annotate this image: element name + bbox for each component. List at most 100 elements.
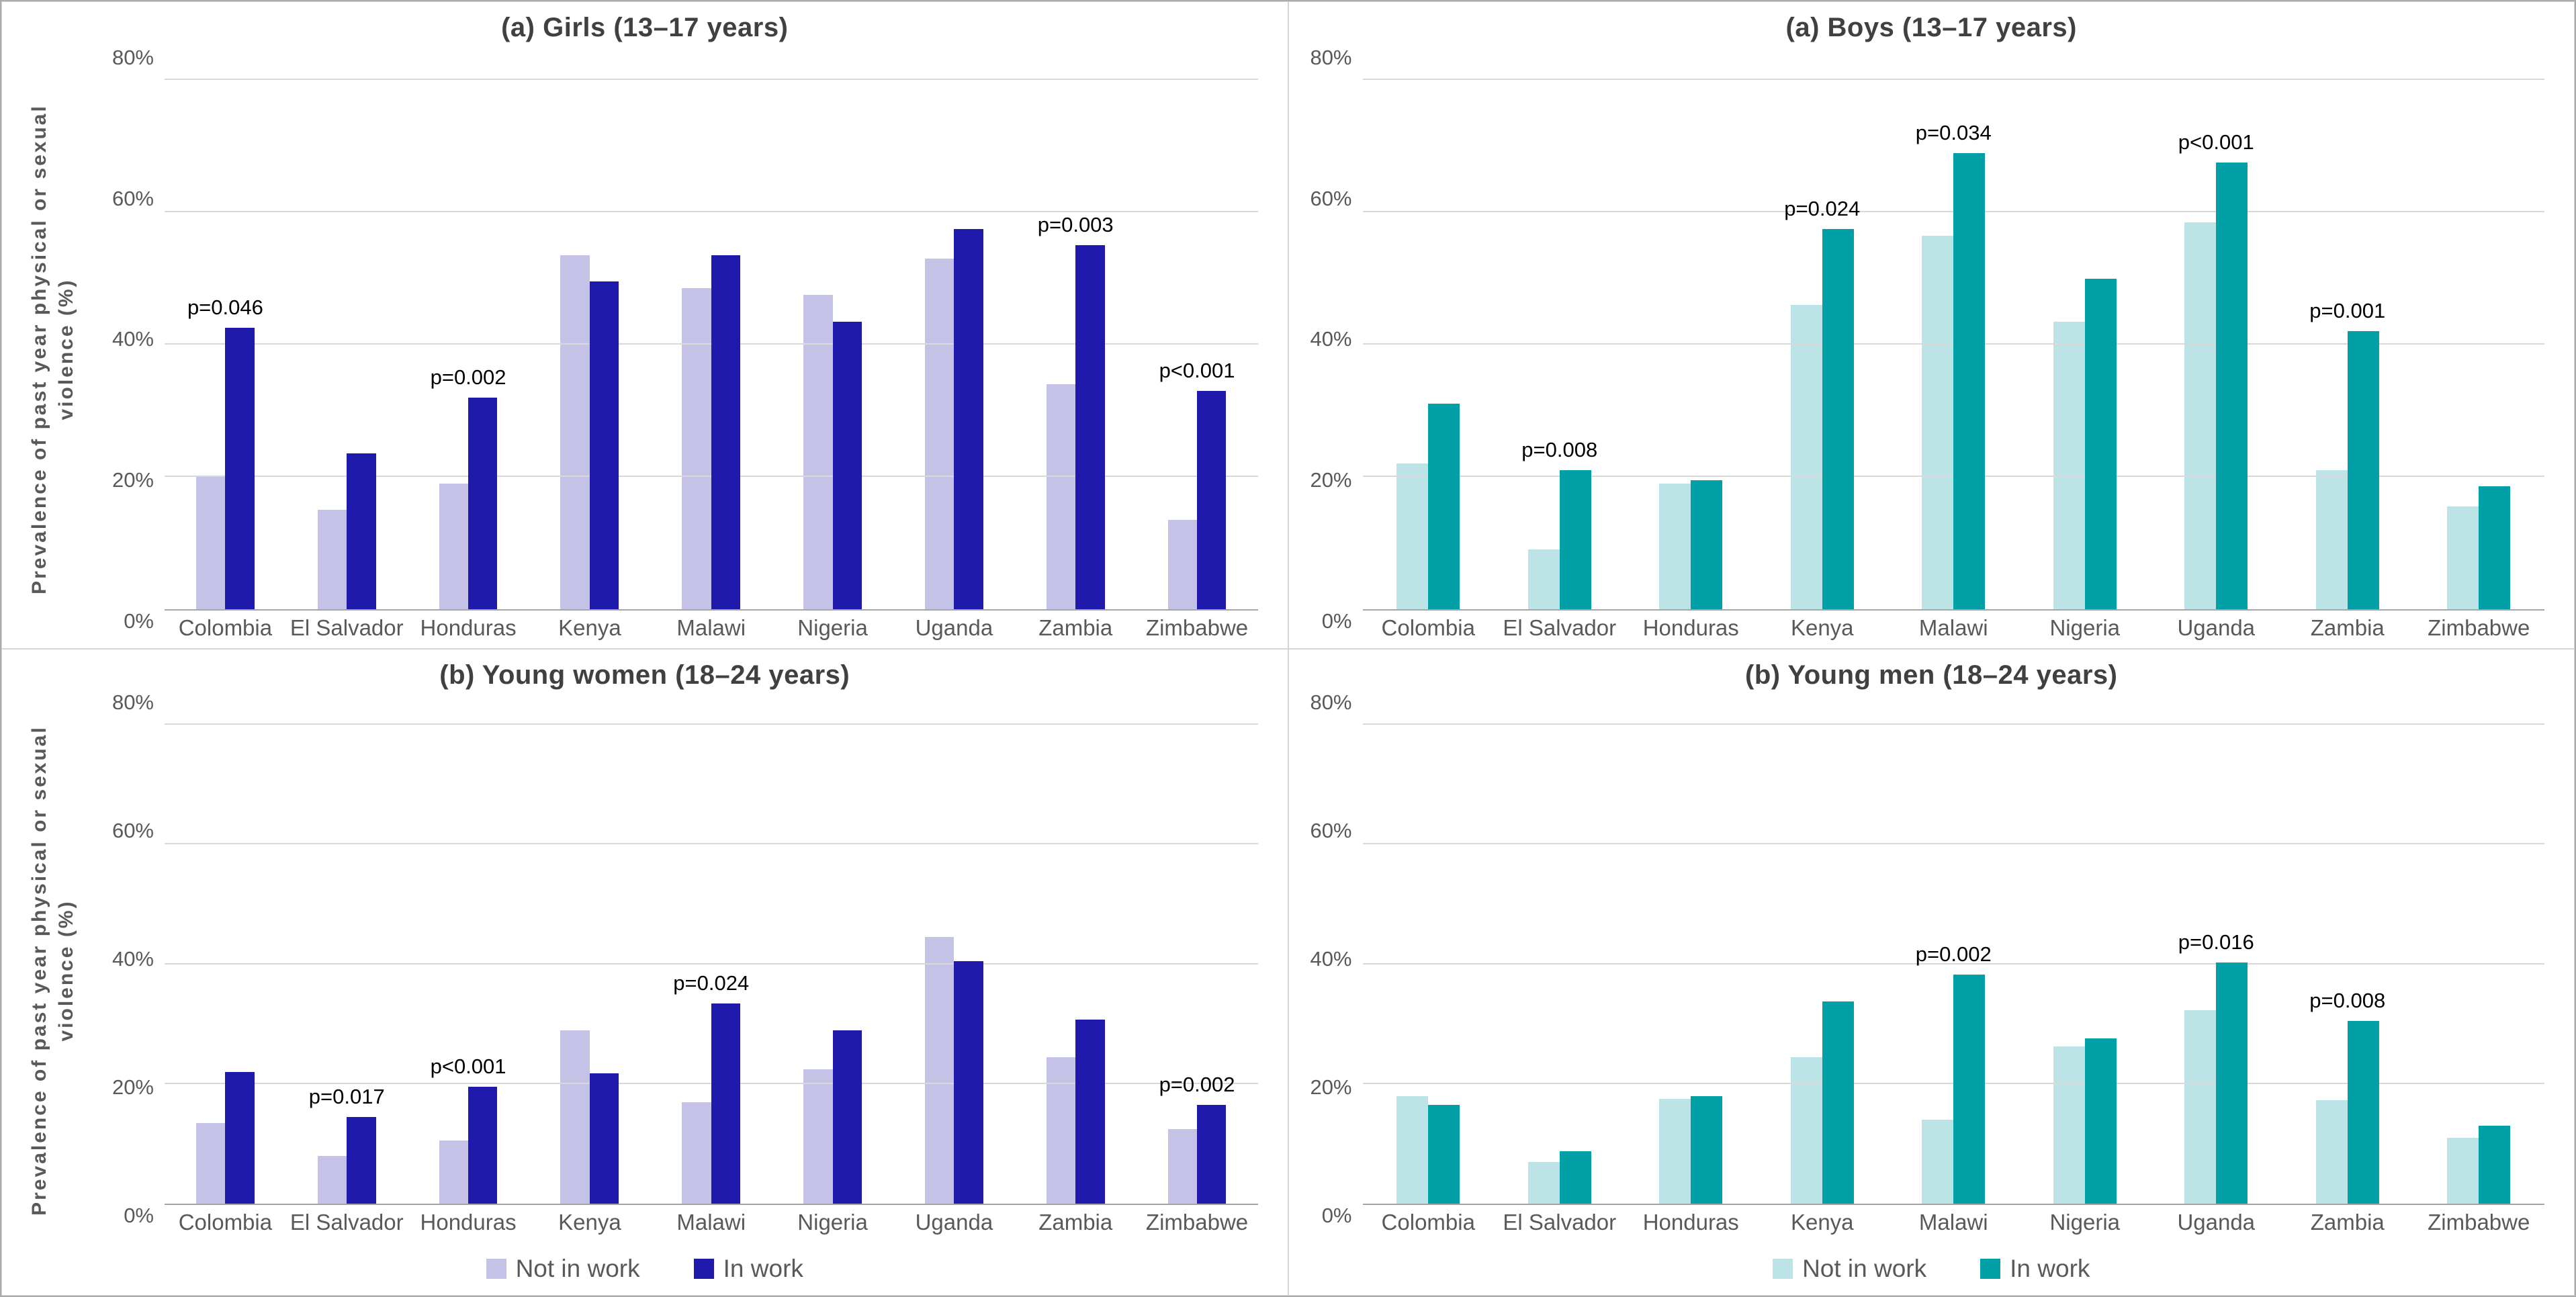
bar-not-in-work (1922, 235, 1954, 609)
x-label-colombia: Colombia (1381, 1210, 1475, 1235)
bar-in-work (711, 1003, 741, 1204)
bar-group-el-salvador: p=0.008 (1494, 54, 1626, 609)
bar-group-nigeria (2019, 701, 2151, 1204)
bar-group-zambia: p=0.001 (2282, 54, 2413, 609)
bar-in-work (1197, 1104, 1227, 1204)
bar-not-in-work (2447, 506, 2479, 609)
legend-in-work-label: In work (723, 1255, 803, 1282)
p-value-label: p<0.001 (2178, 130, 2254, 154)
bar-in-work (1822, 228, 1854, 609)
y-tick-60: 60% (1310, 818, 1352, 842)
bar-group-uganda (893, 701, 1015, 1204)
chart-body: 0% 20% 40% 60% 80% p=0.002 p=0.016 p=0.008 Col… (1289, 690, 2575, 1243)
y-tick-60: 60% (112, 186, 154, 210)
plot-column: p=0.017 p<0.001 p=0.024 p=0.002 Colombia El … (165, 701, 1258, 1241)
x-label-zambia: Zambia (2310, 615, 2385, 640)
bar-groups: p=0.008 p=0.024 p=0.034 p<0.001 p=0.001 (1363, 54, 2545, 609)
chart-body: 0% 20% 40% 60% 80% p=0.008 p=0.024 p=0.034 p<0.… (1289, 46, 2575, 648)
y-axis-title-line2: violence (%) (55, 899, 77, 1042)
gridline-60 (1362, 843, 2544, 845)
p-value-label: p=0.002 (1159, 1072, 1235, 1096)
chart-body: Prevalence of past year physical or sexu… (2, 46, 1288, 648)
x-label-el-salvador: El Salvador (1503, 615, 1617, 640)
plot-column: p=0.046 p=0.002 p=0.003 p<0.001 Colombia El … (165, 54, 1258, 645)
bar-in-work (347, 1116, 376, 1204)
chart-body: Prevalence of past year physical or sexu… (2, 691, 1288, 1243)
bar-in-work (1559, 1151, 1591, 1204)
bar-not-in-work (317, 1155, 347, 1204)
bar-in-work (1822, 1001, 1854, 1204)
x-label-kenya: Kenya (558, 1210, 621, 1235)
y-tick-20: 20% (1310, 467, 1352, 492)
bar-not-in-work (1790, 304, 1822, 609)
x-label-colombia: Colombia (178, 1210, 273, 1235)
x-label-malawi: Malawi (1918, 1210, 1988, 1235)
y-axis-title-line2: violence (%) (55, 278, 77, 420)
bar-group-zambia: p=0.008 (2282, 701, 2413, 1204)
y-axis-title-line1: Prevalence of past year physical or sexu… (28, 725, 50, 1216)
bar-group-zimbabwe (2413, 54, 2545, 609)
x-label-honduras: Honduras (1642, 615, 1739, 640)
bar-not-in-work (317, 509, 347, 609)
x-label-colombia: Colombia (1381, 615, 1475, 640)
legend: Not in work In work (1289, 1243, 2575, 1295)
x-label-kenya: Kenya (1790, 615, 1854, 640)
legend-in-work-swatch-icon (1980, 1259, 2001, 1279)
bar-in-work (1691, 480, 1723, 609)
bar-in-work (832, 321, 862, 609)
bar-not-in-work (560, 255, 590, 609)
x-label-uganda: Uganda (915, 615, 993, 640)
bar-in-work (2216, 962, 2248, 1204)
bar-in-work (832, 1030, 862, 1204)
bar-not-in-work (2184, 1010, 2217, 1204)
bar-in-work (2479, 1126, 2511, 1204)
bar-group-zimbabwe (2413, 701, 2545, 1204)
y-axis-ticks: 0% 20% 40% 60% 80% (97, 46, 165, 645)
bar-in-work (347, 453, 376, 609)
bar-in-work (711, 255, 741, 609)
x-label-honduras: Honduras (1642, 1210, 1739, 1235)
x-label-uganda: Uganda (2177, 615, 2256, 640)
y-tick-0: 0% (1321, 1204, 1352, 1227)
x-label-nigeria: Nigeria (2049, 615, 2121, 640)
legend-in-work-swatch-icon (693, 1259, 714, 1279)
bar-group-el-salvador (286, 54, 408, 609)
bar-not-in-work (196, 476, 226, 609)
bar-not-in-work (2315, 1100, 2348, 1204)
bar-not-in-work (1527, 549, 1560, 609)
x-label-zambia: Zambia (1038, 1210, 1113, 1235)
y-tick-40: 40% (1310, 327, 1352, 351)
gridline-40 (165, 963, 1258, 965)
x-label-zimbabwe: Zimbabwe (1145, 615, 1249, 640)
plot-column: p=0.002 p=0.016 p=0.008 Colombia El Salvado… (1362, 701, 2545, 1241)
x-label-zambia: Zambia (2310, 1210, 2385, 1235)
chart-title-girls: (a) Girls (13–17 years) (501, 13, 789, 42)
y-tick-0: 0% (1321, 609, 1352, 633)
p-value-label: p=0.024 (673, 971, 750, 995)
x-label-uganda: Uganda (915, 1210, 993, 1235)
bar-group-zambia: p=0.003 (1015, 54, 1137, 609)
bar-in-work (1075, 1019, 1105, 1204)
legend-not-in-work-label: Not in work (1802, 1255, 1927, 1282)
plot-column: p=0.008 p=0.024 p=0.034 p<0.001 p=0.001 Colo… (1362, 54, 2545, 645)
bar-not-in-work (2315, 469, 2348, 609)
bar-group-colombia (1363, 701, 1495, 1204)
plot-area: p=0.017 p<0.001 p=0.024 p=0.002 (165, 701, 1258, 1205)
bar-not-in-work (2447, 1137, 2479, 1204)
bar-in-work (1428, 1104, 1460, 1204)
y-tick-80: 80% (1310, 690, 1352, 714)
bar-in-work (1559, 469, 1591, 609)
x-label-el-salvador: El Salvador (290, 1210, 404, 1235)
y-tick-80: 80% (1310, 45, 1352, 69)
bar-not-in-work (1046, 1057, 1076, 1204)
bar-in-work (1691, 1095, 1723, 1204)
bar-in-work (2347, 331, 2379, 609)
bar-group-colombia (1363, 54, 1495, 609)
bar-not-in-work (1396, 1095, 1429, 1204)
legend-not-in-work: Not in work (486, 1255, 640, 1283)
legend-not-in-work-swatch-icon (486, 1259, 506, 1279)
bar-group-malawi: p=0.034 (1888, 54, 2020, 609)
x-label-malawi: Malawi (1918, 615, 1988, 640)
y-axis-ticks: 0% 20% 40% 60% 80% (1296, 46, 1363, 645)
